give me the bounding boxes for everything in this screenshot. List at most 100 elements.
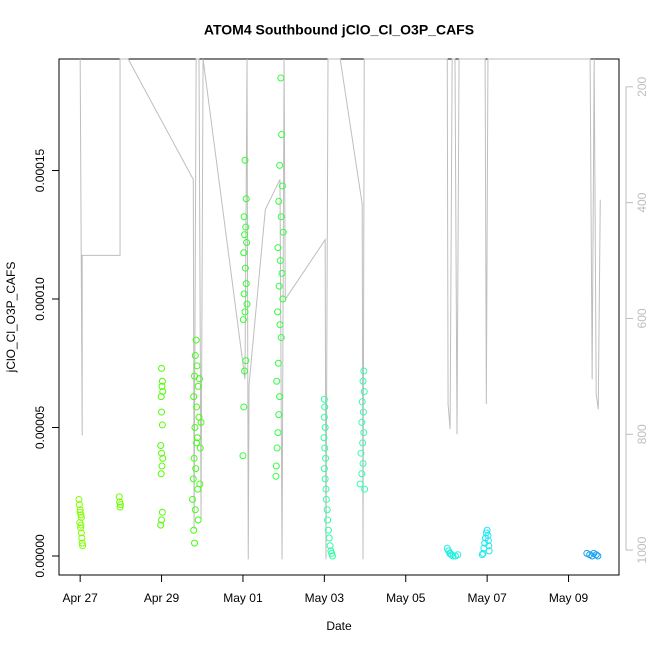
data-point bbox=[240, 249, 248, 257]
data-point bbox=[158, 364, 166, 372]
x-tick-label: May 03 bbox=[305, 591, 345, 605]
data-point bbox=[158, 462, 166, 470]
data-point bbox=[359, 459, 367, 467]
data-point bbox=[360, 429, 368, 437]
data-point bbox=[242, 223, 250, 231]
data-point bbox=[192, 336, 200, 344]
data-point bbox=[454, 551, 462, 559]
data-point bbox=[277, 334, 285, 342]
y-tick-label: 0.00010 bbox=[33, 277, 47, 321]
data-point bbox=[272, 462, 280, 470]
data-point bbox=[275, 411, 283, 419]
data-point bbox=[188, 495, 196, 503]
data-point bbox=[276, 161, 284, 169]
pressure-line bbox=[79, 58, 601, 560]
data-point bbox=[77, 524, 85, 532]
data-point bbox=[193, 362, 201, 370]
data-point bbox=[323, 506, 331, 514]
y2-tick-label: 200 bbox=[635, 76, 649, 96]
data-point bbox=[277, 213, 285, 221]
data-point bbox=[478, 551, 486, 559]
data-point bbox=[479, 549, 487, 557]
data-point bbox=[157, 470, 165, 478]
data-point bbox=[158, 516, 166, 524]
data-point bbox=[193, 434, 201, 442]
data-point bbox=[359, 408, 367, 416]
data-point bbox=[274, 244, 282, 252]
x-tick-label: May 07 bbox=[467, 591, 507, 605]
data-point bbox=[359, 377, 367, 385]
data-point bbox=[239, 316, 247, 324]
data-point bbox=[158, 449, 166, 457]
data-point bbox=[190, 393, 198, 401]
data-point bbox=[77, 529, 85, 537]
data-point bbox=[157, 393, 165, 401]
data-point bbox=[278, 131, 286, 139]
data-point bbox=[194, 516, 202, 524]
data-point bbox=[320, 465, 328, 473]
data-point bbox=[278, 182, 286, 190]
data-point bbox=[243, 238, 251, 246]
data-point bbox=[360, 388, 368, 396]
y2-tick-label: 600 bbox=[635, 308, 649, 328]
data-point bbox=[277, 74, 285, 82]
data-point bbox=[359, 439, 367, 447]
data-point bbox=[322, 454, 330, 462]
data-point bbox=[241, 264, 249, 272]
data-point bbox=[78, 539, 86, 547]
data-point bbox=[116, 501, 124, 509]
data-point bbox=[196, 444, 204, 452]
data-point bbox=[361, 485, 369, 493]
data-point bbox=[193, 439, 201, 447]
data-point bbox=[79, 542, 87, 550]
y-tick-label: 0.00015 bbox=[33, 149, 47, 193]
data-point bbox=[321, 403, 329, 411]
data-point bbox=[273, 444, 281, 452]
data-point bbox=[274, 429, 282, 437]
data-point bbox=[594, 552, 602, 560]
data-point bbox=[322, 485, 330, 493]
data-point bbox=[190, 526, 198, 534]
data-point bbox=[320, 434, 328, 442]
data-point bbox=[328, 552, 336, 560]
x-axis-label: Date bbox=[326, 619, 352, 633]
data-point bbox=[78, 534, 86, 542]
data-point bbox=[360, 367, 368, 375]
data-point bbox=[241, 156, 249, 164]
data-point bbox=[115, 493, 123, 501]
data-point bbox=[240, 213, 248, 221]
data-point bbox=[275, 197, 283, 205]
chart-title: ATOM4 Southbound jClO_Cl_O3P_CAFS bbox=[204, 22, 474, 38]
data-point bbox=[77, 521, 85, 529]
y2-tick-label: 800 bbox=[635, 424, 649, 444]
data-point bbox=[158, 508, 166, 516]
data-point bbox=[75, 495, 83, 503]
data-point bbox=[242, 195, 250, 203]
data-point bbox=[157, 441, 165, 449]
data-point bbox=[191, 539, 199, 547]
y-tick-label: 0.00005 bbox=[33, 405, 47, 449]
data-point bbox=[191, 352, 199, 360]
data-point bbox=[241, 367, 249, 375]
data-point bbox=[159, 454, 167, 462]
data-point bbox=[158, 382, 166, 390]
data-point bbox=[485, 547, 493, 555]
data-point bbox=[278, 269, 286, 277]
data-point bbox=[322, 495, 330, 503]
data-point bbox=[273, 377, 281, 385]
data-point bbox=[279, 295, 287, 303]
y-tick-label: 0.00000 bbox=[33, 534, 47, 578]
data-point bbox=[190, 454, 198, 462]
y2-tick-label: 400 bbox=[635, 192, 649, 212]
data-point bbox=[320, 413, 328, 421]
x-tick-label: May 01 bbox=[223, 591, 263, 605]
data-point bbox=[191, 506, 199, 514]
data-point bbox=[241, 308, 249, 316]
data-point bbox=[196, 480, 204, 488]
data-point bbox=[358, 398, 366, 406]
data-point bbox=[356, 480, 364, 488]
x-tick-label: May 05 bbox=[386, 591, 426, 605]
data-point bbox=[321, 423, 329, 431]
data-point bbox=[321, 444, 329, 452]
